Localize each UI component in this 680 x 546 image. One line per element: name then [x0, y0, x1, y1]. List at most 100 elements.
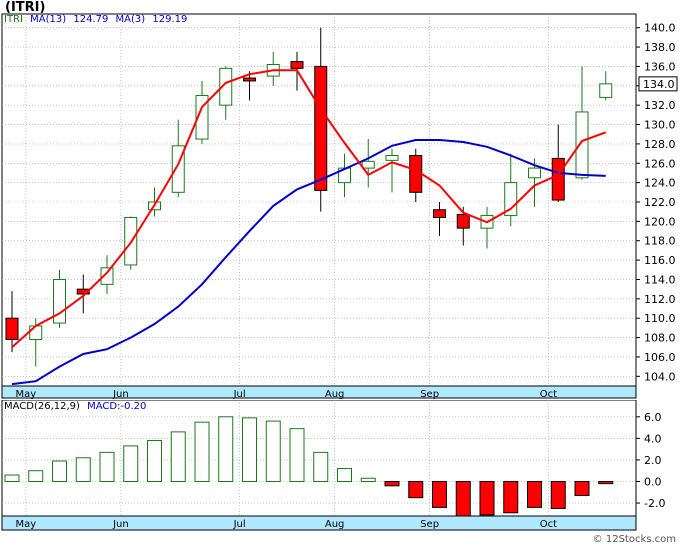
ticker-title: (ITRI) [5, 0, 46, 15]
candle [195, 80, 209, 144]
candle-body-up [599, 83, 613, 98]
candle [433, 202, 446, 236]
candle-body-up [195, 94, 209, 140]
ma13-line [11, 139, 606, 386]
candle [409, 148, 423, 202]
macd-tick-label: -2.0 [644, 497, 665, 510]
macd-month-label: Jun [112, 519, 129, 530]
candle-body-up [385, 155, 399, 161]
price-month-label: May [16, 389, 37, 400]
price-tick-label: 128.0 [644, 138, 676, 151]
legend-ma3-label: MA(3) [115, 14, 146, 25]
candle [314, 27, 328, 212]
candle-body-up [29, 325, 43, 341]
candle [385, 148, 399, 193]
candle [76, 274, 90, 314]
macd-month-label: May [16, 519, 37, 530]
macd-bar-negative [574, 480, 590, 497]
price-month-label: Jul [233, 389, 246, 400]
macd-month-label: Oct [540, 519, 557, 530]
price-tick-label: 106.0 [644, 351, 676, 364]
price-month-label: Jun [112, 389, 129, 400]
price-tick-label: 104.0 [644, 370, 676, 383]
macd-bar-positive [147, 440, 162, 482]
price-tick-label: 112.0 [644, 293, 676, 306]
ma3-line [11, 69, 607, 349]
macd-bar-positive [289, 428, 305, 482]
macd-bar-positive [194, 421, 210, 482]
macd-bar-positive [99, 451, 115, 482]
macd-bar-negative [408, 480, 424, 499]
candle [361, 139, 375, 188]
legend-ma13-value: 124.79 [73, 14, 109, 25]
macd-bar-negative [598, 480, 614, 485]
price-frame [1, 13, 637, 387]
macd-month-label: Aug [325, 519, 345, 530]
price-month-label: Aug [325, 389, 345, 400]
macd-month-label: Sep [420, 519, 439, 530]
candle-body-down [433, 209, 446, 218]
macd-bar-positive [75, 457, 91, 482]
macd-bar-positive [313, 451, 329, 482]
candle [575, 66, 589, 180]
candle [53, 269, 66, 328]
price-chart: 104.0 106.0 108.0 110.0 112.0 114.0 116.0 118.0… [1, 13, 678, 400]
candle [599, 71, 613, 101]
legend-macd-params: MACD(26,12,9) [4, 401, 80, 412]
legend-ma13-label: MA(13) [30, 14, 67, 25]
macd-bar-positive [242, 417, 257, 482]
price-tick-label: 124.0 [644, 177, 676, 190]
candle [266, 51, 280, 86]
last-price-box [638, 76, 678, 92]
macd-bar-positive [52, 460, 67, 482]
price-tick-label: 108.0 [644, 332, 676, 345]
macd-bar-positive [218, 416, 234, 482]
candle-body-down [5, 317, 19, 341]
legend-ticker: ITRI [4, 14, 23, 25]
price-month-label: Oct [540, 389, 557, 400]
price-tick-label: 140.0 [644, 22, 676, 35]
price-tick-label: 132.0 [644, 99, 676, 112]
price-tick-label: 116.0 [644, 254, 676, 267]
candle-body-down [76, 288, 90, 295]
macd-bar-negative [503, 480, 519, 514]
macd-bar-negative [455, 480, 471, 517]
candle [219, 66, 233, 120]
candle-body-down [243, 77, 256, 82]
price-month-label: Sep [420, 389, 439, 400]
candle-body-up [575, 111, 589, 179]
macd-tick-label: 4.0 [644, 432, 662, 445]
macd-bar-positive [337, 468, 352, 482]
price-tick-label: 120.0 [644, 215, 676, 228]
candle-body-up [100, 267, 114, 285]
candle [100, 255, 114, 294]
macd-legend: MACD(26,12,9) MACD:-0.20 [4, 401, 150, 412]
price-legend: ITRI MA(13) 124.79 MA(3) 129.19 [4, 14, 191, 25]
candle [171, 119, 185, 198]
price-tick-label: 118.0 [644, 235, 676, 248]
macd-tick-label: 2.0 [644, 454, 662, 467]
candle-body-up [219, 67, 233, 106]
candle-body-up [528, 167, 541, 179]
macd-tick-label: 6.0 [644, 411, 662, 424]
macd-bar-negative [432, 480, 447, 508]
candle-body-down [551, 157, 565, 201]
macd-frame [1, 400, 637, 517]
macd-bar-positive [170, 431, 186, 482]
macd-bar-negative [550, 480, 566, 509]
candle [338, 153, 351, 198]
macd-chart: 6.0 4.0 2.0 0.0 -2.0 May Jun Jul Aug Sep Oct [1, 400, 665, 531]
candle-body-up [504, 182, 518, 217]
price-tick-label: 122.0 [644, 196, 676, 209]
macd-month-label: Jul [233, 519, 246, 530]
candle-body-up [361, 160, 375, 169]
candle-body-down [456, 214, 470, 229]
candle [480, 206, 494, 249]
macd-bar-negative [384, 480, 400, 487]
macd-bar-negative [527, 480, 542, 508]
candle-body-down [314, 65, 328, 191]
candle [504, 153, 518, 227]
legend-macd-value: MACD:-0.20 [87, 401, 147, 412]
price-tick-label: 136.0 [644, 60, 676, 73]
